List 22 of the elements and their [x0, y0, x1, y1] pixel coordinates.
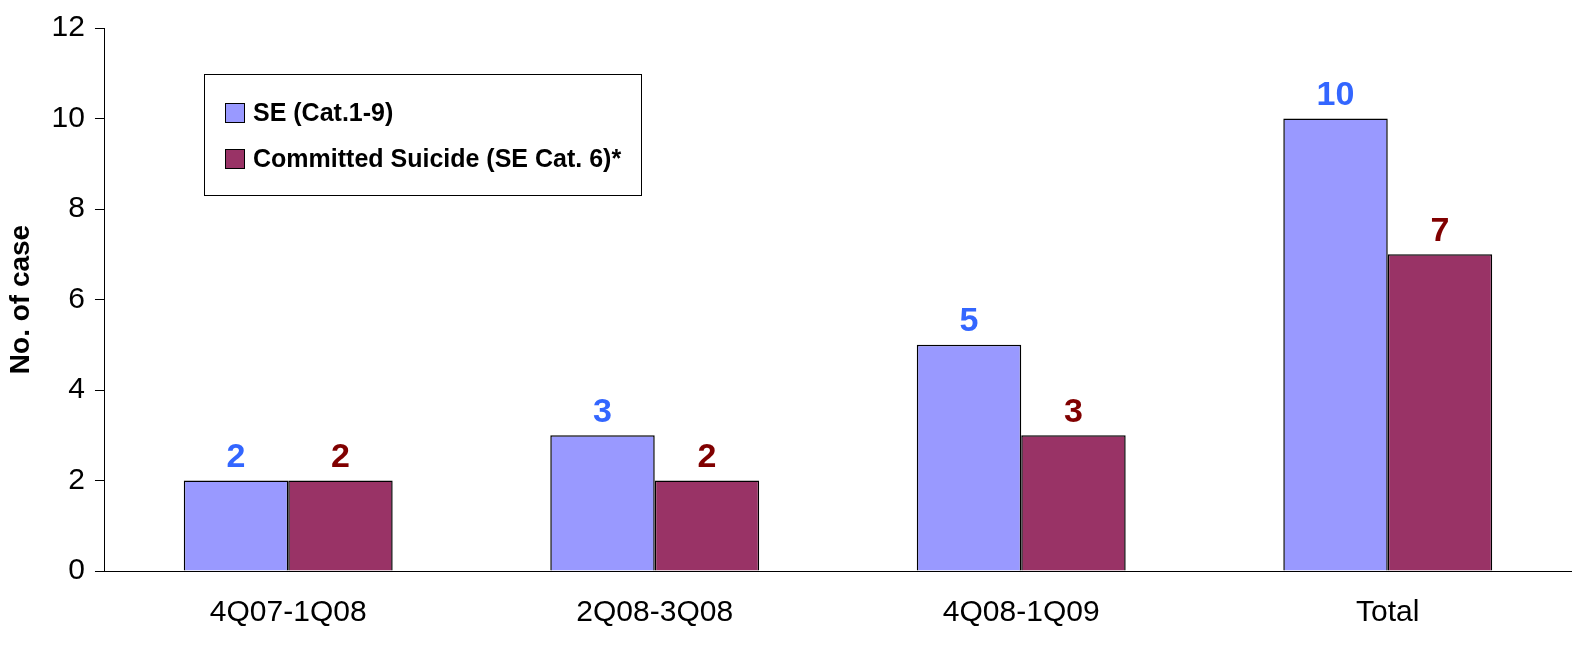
data-label: 5: [959, 300, 979, 339]
data-label: 7: [1430, 209, 1450, 248]
y-tick-label: 8: [68, 190, 85, 224]
y-tick-label: 12: [51, 9, 85, 43]
data-label: 3: [593, 390, 612, 429]
y-tick-label: 6: [68, 280, 85, 314]
y-tick-label: 0: [68, 552, 85, 586]
y-tick-label: 10: [51, 99, 85, 133]
legend-label: SE (Cat.1-9): [253, 98, 394, 126]
x-tick-label: 4Q07-1Q08: [209, 594, 367, 628]
data-label: 3: [1064, 390, 1083, 429]
x-tick-label: 2Q08-3Q08: [576, 594, 734, 628]
y-axis-title: No. of case: [3, 224, 35, 375]
y-tick-label: 4: [68, 371, 85, 405]
data-label: 2: [330, 435, 350, 474]
data-label: 10: [1316, 73, 1355, 112]
x-tick-label: Total: [1356, 594, 1420, 628]
data-label: 2: [697, 435, 717, 474]
legend-label: Committed Suicide (SE Cat. 6)*: [253, 144, 622, 172]
y-tick-label: 2: [68, 461, 85, 495]
data-label: 2: [226, 435, 246, 474]
x-tick-label: 4Q08-1Q09: [942, 594, 1100, 628]
